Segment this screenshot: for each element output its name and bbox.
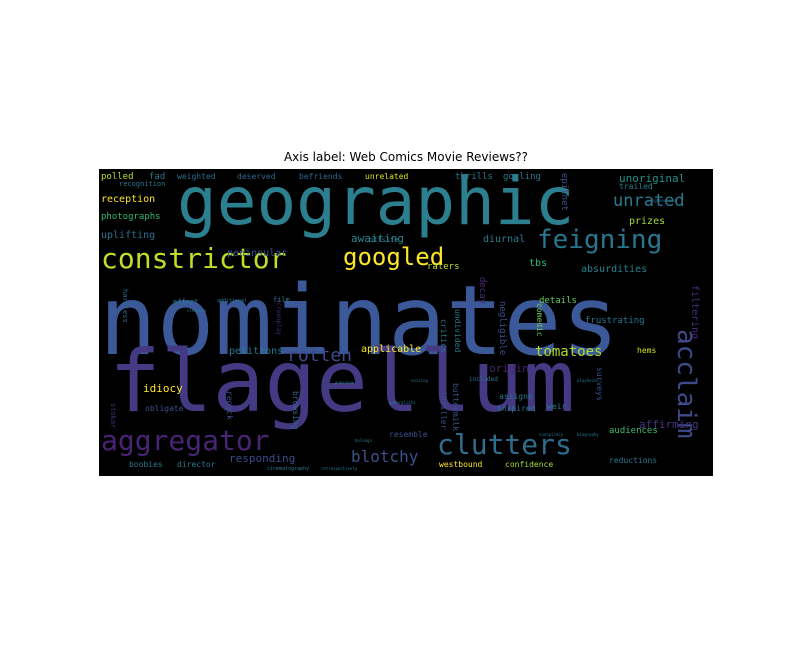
word-recognition: recognition xyxy=(119,180,166,188)
chart-title: Axis label: Web Comics Movie Reviews?? xyxy=(283,150,529,164)
word-unoriginal: unoriginal xyxy=(619,172,686,185)
word-harmless: harmless xyxy=(121,289,129,323)
word-everyone: everyone xyxy=(335,380,355,385)
word-thrills: thrills xyxy=(455,172,493,182)
word-unrelated: unrelated xyxy=(365,172,409,181)
word-biography: biography xyxy=(577,432,599,437)
word-assigns: assigns xyxy=(499,392,533,401)
word-westbound: westbound xyxy=(439,460,483,469)
word-reception: reception xyxy=(101,194,156,205)
word-playhouse: playhouse xyxy=(577,378,599,383)
word-offsite: offsite xyxy=(369,236,399,244)
word-absurdities: absurdities xyxy=(581,264,648,275)
word-negligible: negligible xyxy=(497,301,507,356)
word-affirming: affirming xyxy=(639,418,699,431)
word-audiences: audiences xyxy=(609,426,658,436)
word-frustrating: frustrating xyxy=(585,316,645,326)
word-repack: repack xyxy=(225,391,234,420)
word-cloud-canvas: nominates flagellum geographic aggregator co… xyxy=(99,169,713,476)
word-prizes: prizes xyxy=(629,216,666,227)
word-hems: hems xyxy=(637,346,657,355)
word-aggregator: aggregator xyxy=(101,424,270,457)
word-clutters: clutters xyxy=(437,428,572,461)
word-googled: googled xyxy=(343,243,445,271)
word-raters: raters xyxy=(427,262,460,272)
word-voicing: voicing xyxy=(411,378,428,383)
word-diurnal: diurnal xyxy=(483,234,526,245)
word-filtering: filtering xyxy=(689,285,700,340)
word-inspired: inspired xyxy=(497,404,536,413)
word-polled: polled xyxy=(101,172,134,182)
word-unrated: unrated xyxy=(613,191,685,211)
word-tomatoes: tomatoes xyxy=(535,344,603,360)
word-gosling: gosling xyxy=(503,172,541,182)
word-trailed: trailed xyxy=(619,182,653,191)
word-sleepers: sleepers xyxy=(187,308,207,313)
word-befriends: befriends xyxy=(299,172,343,181)
word-boobies: boobies xyxy=(129,460,163,469)
word-belongs: belongs xyxy=(355,438,372,443)
word-decay: decay xyxy=(477,277,487,305)
word-responding: responding xyxy=(229,452,296,465)
word-constrictor: constrictor xyxy=(101,242,287,275)
word-surveys: surveys xyxy=(595,367,604,401)
word-undivided: undivided xyxy=(453,309,462,353)
word-cinematography: cinematography xyxy=(267,466,310,472)
word-weir: weir xyxy=(547,402,567,411)
word-screenplay: screenplay xyxy=(275,299,282,336)
word-neighborhood: neighborhood xyxy=(647,198,676,203)
word-buttermilk: buttermilk xyxy=(451,383,460,432)
word-included: included xyxy=(469,376,498,383)
word-confidence: confidence xyxy=(505,460,554,469)
word-nominates: nominates xyxy=(99,265,620,377)
word-geographic: geographic xyxy=(177,169,575,240)
word-weighted: weighted xyxy=(177,172,216,181)
word-reductions: reductions xyxy=(609,456,658,465)
word-fad: fad xyxy=(149,172,166,182)
word-idiocy: idiocy xyxy=(143,382,183,395)
word-obligate: obligate xyxy=(145,404,184,413)
word-director: director xyxy=(177,460,216,469)
word-retrospectively: retrospectively xyxy=(321,466,358,471)
word-epithet: epithet xyxy=(559,173,569,211)
word-blotchy: blotchy xyxy=(351,447,419,466)
word-flagellum: flagellum xyxy=(109,332,575,432)
word-applicable: applicable xyxy=(361,344,422,355)
word-rotten: rotten xyxy=(287,345,353,366)
word-peninsular: peninsular xyxy=(227,248,288,259)
word-petitions: petitions xyxy=(229,346,284,357)
word-origin: origin xyxy=(489,362,529,375)
word-critics: critics xyxy=(439,319,448,353)
word-generalists: generalists xyxy=(389,400,416,405)
word-stokar: stokar xyxy=(109,403,117,429)
word-feigning: feigning xyxy=(537,225,663,255)
word-uplifting: uplifting xyxy=(101,230,156,241)
word-deserved: deserved xyxy=(237,172,276,181)
word-thriller: thriller xyxy=(439,391,448,430)
word-resemble: resemble xyxy=(389,430,428,439)
word-film: film xyxy=(273,296,290,304)
word-conspiracy: conspiracy xyxy=(539,432,564,437)
word-tbs: tbs xyxy=(529,258,548,269)
word-awaiting: awaiting xyxy=(351,232,404,245)
word-effort: effort xyxy=(173,298,199,306)
word-comedic: comedic xyxy=(535,303,544,337)
word-additional: additional xyxy=(217,298,248,304)
word-photographs: photographs xyxy=(101,212,161,222)
word-browsing: browsing xyxy=(291,391,300,430)
word-details: details xyxy=(539,296,577,306)
